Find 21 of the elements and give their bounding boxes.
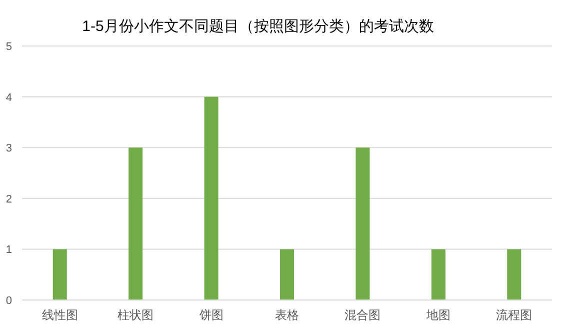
- bar: [356, 148, 370, 300]
- x-tick-label: 饼图: [198, 308, 224, 322]
- bar: [128, 148, 143, 300]
- bar: [204, 96, 218, 300]
- chart-title: 1-5月份小作文不同题目（按照图形分类）的考试次数: [82, 18, 434, 35]
- x-tick-label: 柱状图: [118, 308, 154, 322]
- bar: [280, 249, 294, 300]
- x-tick-label: 地图: [425, 308, 450, 322]
- x-tick-label: 流程图: [496, 308, 532, 322]
- bar: [52, 249, 67, 300]
- y-tick-label: 0: [6, 295, 12, 307]
- x-tick-label: 线性图: [42, 308, 78, 322]
- bar: [507, 249, 522, 300]
- x-tick-label: 混合图: [344, 308, 381, 322]
- x-tick-label: 表格: [275, 308, 299, 322]
- y-tick-label: 4: [6, 92, 12, 104]
- y-tick-label: 2: [6, 193, 12, 206]
- y-tick-label: 1: [6, 244, 12, 256]
- y-tick-label: 5: [6, 41, 12, 53]
- y-tick-label: 3: [6, 142, 12, 155]
- bar: [431, 249, 446, 300]
